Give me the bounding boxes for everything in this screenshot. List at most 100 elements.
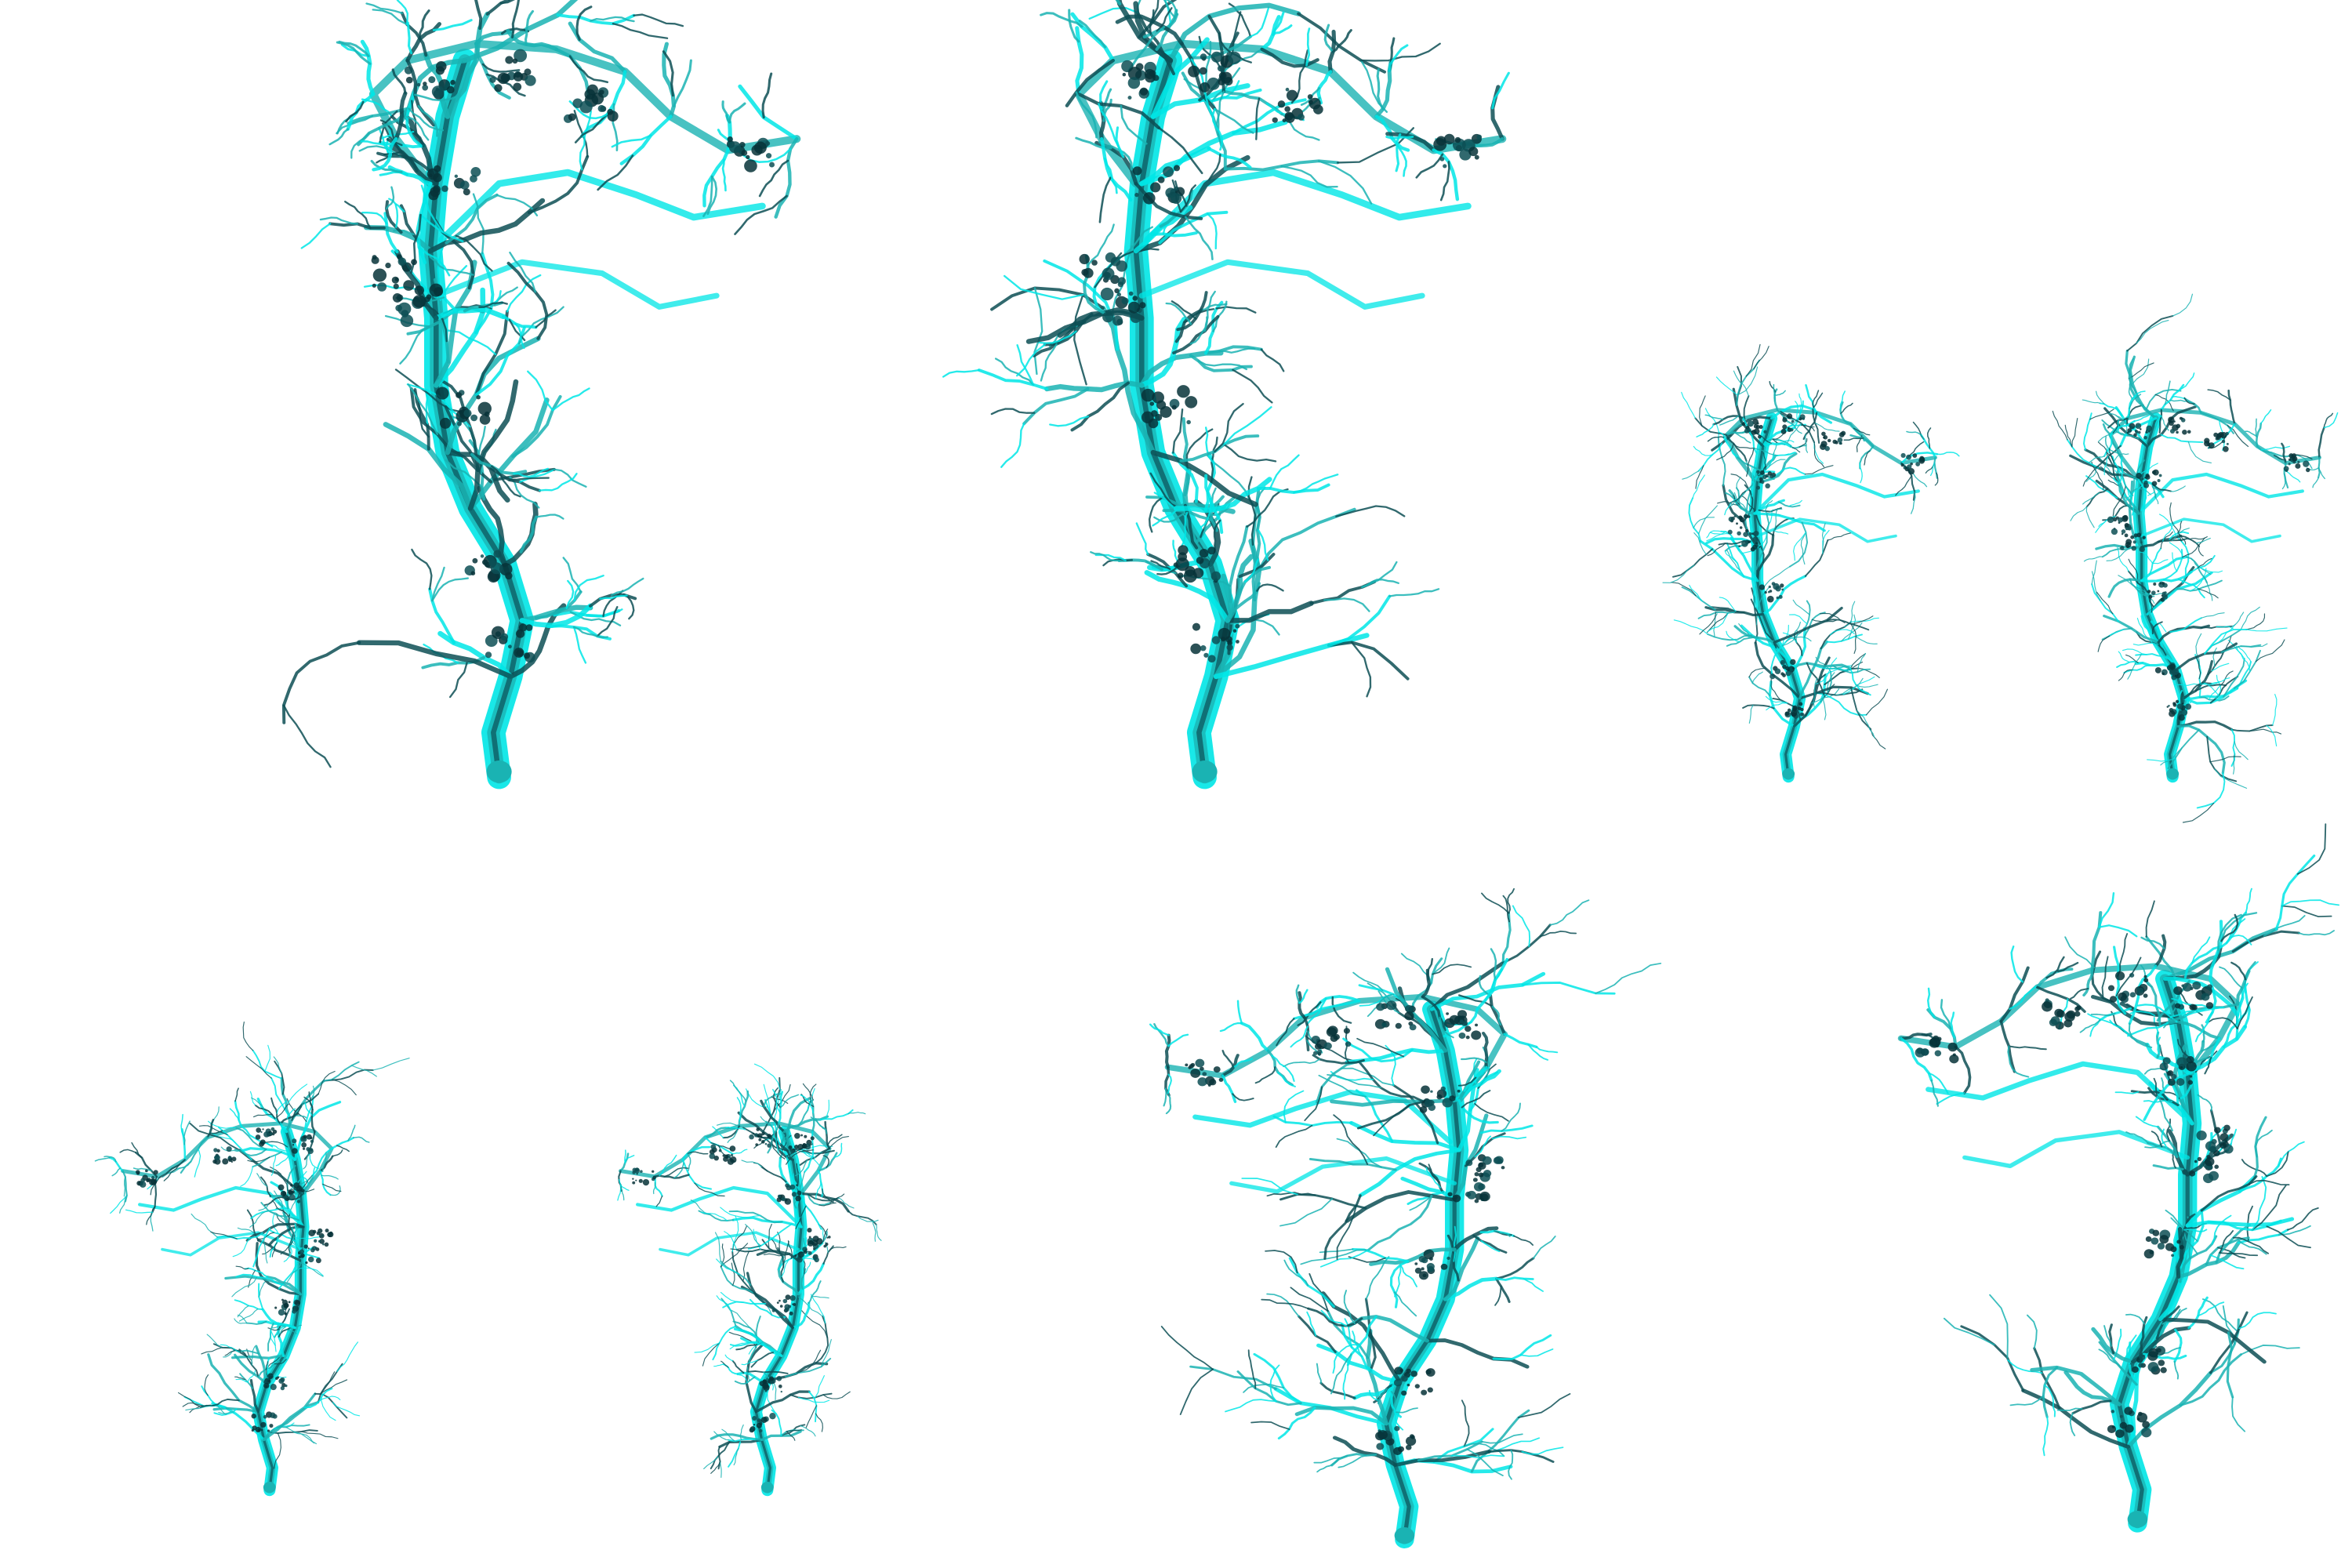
dendrite-branch [681,1159,713,1190]
dendrite-branch [786,1429,802,1432]
dense-cluster-dot [791,1192,797,1197]
dendrite-branch [702,1342,720,1367]
dendrite-branch [206,1119,215,1138]
dense-cluster-dot [763,1379,767,1383]
dense-cluster-dot [1934,1050,1942,1057]
dendrite-branch [238,1348,260,1378]
dense-cluster-dot [722,1154,725,1157]
dendrite-branch [1472,1234,1508,1254]
dendrite-branch [346,92,376,131]
dendrite-branch [2089,1019,2101,1037]
dense-cluster-dot [1171,193,1182,205]
dendrite-branch [617,1184,622,1201]
dendrite-branch [2103,434,2113,457]
dense-cluster-dot [2136,473,2142,479]
dense-cluster-dot [568,113,576,122]
dense-cluster-dot [1783,417,1787,421]
dense-cluster-dot [2130,535,2135,539]
dendrite-branch [1766,702,1788,711]
dendrite-branch [713,1431,729,1441]
dendrite-branch [729,1341,752,1350]
dendrite-branch [822,1391,851,1399]
dense-cluster-dot [1787,426,1790,430]
dendrite-branch [2152,486,2161,492]
dendrite-branch [731,1149,748,1155]
dendrite-branch [1304,1086,1323,1121]
dense-cluster-dot [597,104,605,112]
dendrite-branch [399,325,431,365]
dense-cluster-dot [2162,593,2168,600]
dendrite-branch [274,1190,285,1211]
dense-cluster-dot [1737,531,1741,535]
dense-cluster-dot [480,554,485,558]
dense-cluster-dot [2109,996,2118,1003]
dense-cluster-dot [1921,1048,1929,1056]
dendrite-branch [808,1391,818,1423]
dendrite-branch [248,1269,256,1288]
dendrite-branch [2266,1151,2289,1178]
dendrite-branch [284,1083,308,1110]
dendrite-branch [353,1136,370,1143]
dendrite-branch [1276,1018,1295,1047]
dense-cluster-dot [2180,1065,2183,1069]
dense-cluster-dot [2120,546,2125,550]
dendrite-branch [2195,633,2202,667]
dense-cluster-dot [1401,1375,1408,1382]
dense-cluster-dot [1414,1267,1422,1274]
dendrite-branch [1770,466,1806,480]
dendrite-branch [1755,534,1775,583]
dense-cluster-dot [1211,636,1221,644]
dense-cluster-dot [1376,1443,1385,1450]
dendrite-branch [270,1329,277,1352]
dense-cluster-dot [263,1382,270,1388]
dendrite-branch [1443,1007,1479,1038]
dendrite-branch [2153,1077,2159,1099]
dense-cluster-dot [2054,1008,2063,1018]
dense-cluster-dot [1474,1199,1479,1203]
dendrite-branch [1926,1061,2186,1118]
dendrite-branch [2197,1094,2212,1112]
dendrite-branch [1179,434,1260,463]
dendrite-branch [108,1156,124,1172]
dense-cluster-dot [1727,529,1733,535]
dense-cluster-dot [397,302,412,316]
dendrite-branch [209,1130,223,1134]
dense-cluster-dot [490,562,503,575]
dense-cluster-dot [2303,460,2310,467]
dense-cluster-dot [776,1375,782,1381]
dendrite-branch [1707,612,1729,633]
dense-cluster-dot [1479,1191,1490,1202]
dendrite-branch [2227,389,2236,425]
dense-cluster-dot [1232,629,1237,633]
dendrite-branch [2154,415,2162,426]
dendrite-branch [268,1225,305,1247]
dendrite-branch [2278,1225,2311,1236]
dense-cluster-dot [807,1228,812,1233]
dendrite-branch [256,1173,268,1187]
dendrite-branch [1850,617,1879,622]
dendrite-branch [2284,469,2301,483]
dendrite-branch [777,1231,781,1254]
dendrite-branch [1906,430,1925,440]
dense-cluster-dot [2179,1244,2184,1250]
dendrite-branch [1164,993,1508,1104]
dense-cluster-dot [310,1139,314,1143]
dendrite-branch [406,21,413,55]
dendrite-branch [1200,303,1228,311]
dendrite-branch [703,1456,719,1470]
dendrite-branch [694,1342,720,1353]
dendrite-branch [2187,1296,2209,1330]
dendrite-branch [1897,963,2241,1076]
dense-cluster-dot [2129,992,2136,998]
dendrite-branch [2085,467,2097,482]
dendrite-branch [2207,1219,2282,1232]
dense-cluster-dot [2135,430,2139,434]
dendrite-branch [1057,307,1145,338]
dendrite-branch [1940,999,1952,1030]
dense-cluster-dot [1091,260,1098,266]
dense-cluster-dot [2167,1070,2174,1076]
dense-cluster-dot [1797,706,1802,710]
dendrite-branch [1711,606,1745,614]
dense-cluster-dot [325,1229,329,1233]
dendrite-branch [2056,1407,2083,1411]
